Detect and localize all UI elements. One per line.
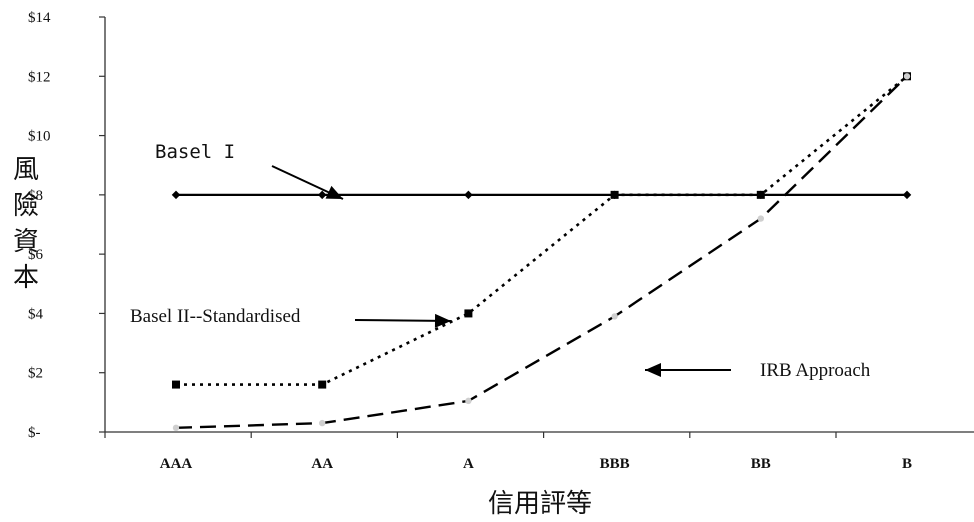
annotation-basel-i: Basel I [155,141,235,163]
y-tick-label: $14 [28,10,51,26]
series-point-0 [171,190,181,200]
series-point-1 [464,309,473,318]
x-tick-label: AAA [160,456,193,472]
y-tick-label: $- [28,425,41,441]
annotation-irb-arrow-head [645,363,661,377]
annotation-basel-ii: Basel II--Standardised [130,306,301,327]
series-point-2 [172,424,180,432]
annotation-basel-ii-arrow-head [434,313,451,328]
series-point-1 [756,190,765,199]
y-tick-label: $10 [28,129,51,145]
series-point-2 [465,397,472,405]
series-point-1 [318,380,327,389]
y-axis-title: 風險資本 [13,155,39,293]
x-tick-label: A [463,456,474,472]
series-point-0 [902,190,912,200]
y-tick-label: $8 [28,188,43,204]
series-line-2 [175,75,908,430]
series-point-0 [464,190,473,200]
x-tick-label: AA [311,456,333,472]
y-tick-label: $4 [28,306,44,322]
series-point-2 [757,215,764,222]
series-point-1 [172,380,180,389]
x-tick-label: BBB [600,456,630,472]
annotations-layer: Basel I Basel II--Standardised IRB Approac… [130,141,871,381]
series-point-1 [610,190,619,199]
y-tick-label: $2 [28,366,43,382]
axes [99,16,974,438]
annotation-basel-i-arrow-head [325,185,343,199]
annotation-basel-ii-arrow-shaft [354,319,452,322]
series-point-2 [319,419,326,427]
series-layer [171,72,912,432]
x-tick-label: BB [751,456,771,472]
series-point-0 [317,190,327,200]
series-point-2 [903,73,911,80]
annotation-irb: IRB Approach [760,360,871,381]
series-line-1 [176,75,908,386]
y-tick-label: $6 [28,247,44,263]
x-axis-title: 信用評等 [488,489,592,519]
y-tick-label: $12 [28,69,51,85]
series-point-2 [611,313,618,320]
x-tick-label: B [902,456,912,472]
